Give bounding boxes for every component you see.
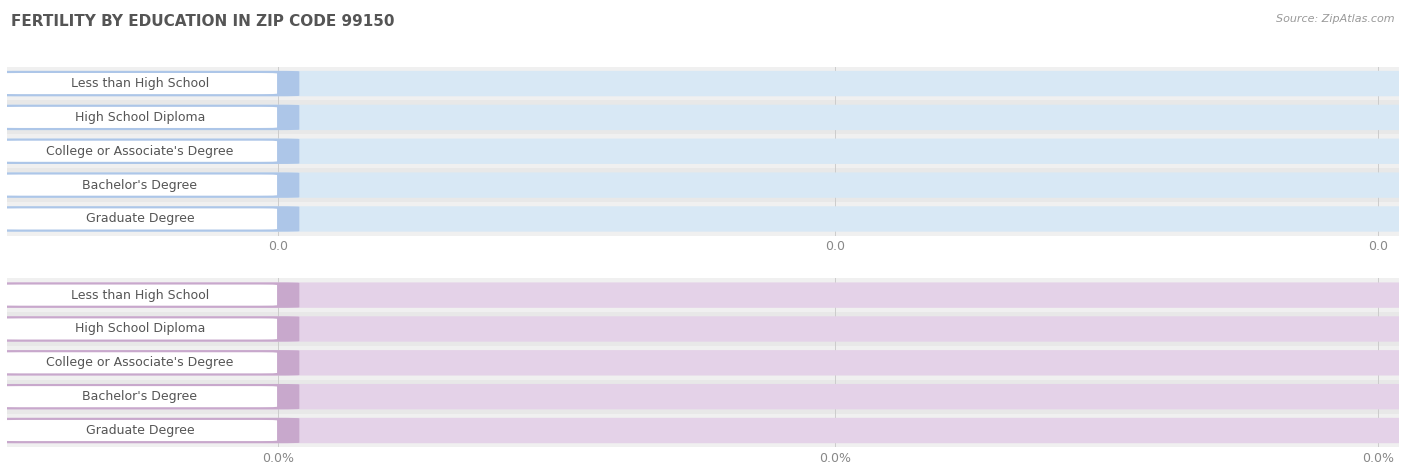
FancyBboxPatch shape bbox=[0, 139, 1406, 164]
Bar bbox=[7, 312, 1399, 346]
FancyBboxPatch shape bbox=[0, 206, 1406, 232]
FancyBboxPatch shape bbox=[3, 107, 277, 128]
FancyBboxPatch shape bbox=[0, 350, 299, 376]
FancyBboxPatch shape bbox=[0, 105, 299, 130]
FancyBboxPatch shape bbox=[0, 418, 299, 443]
Bar bbox=[7, 67, 1399, 100]
FancyBboxPatch shape bbox=[3, 73, 277, 94]
FancyBboxPatch shape bbox=[3, 386, 277, 407]
Bar bbox=[7, 134, 1399, 168]
Text: Graduate Degree: Graduate Degree bbox=[86, 424, 194, 437]
FancyBboxPatch shape bbox=[0, 139, 299, 164]
Text: 0.0%: 0.0% bbox=[239, 390, 271, 403]
Text: 0.0: 0.0 bbox=[250, 212, 271, 226]
Text: 0.0: 0.0 bbox=[250, 111, 271, 124]
FancyBboxPatch shape bbox=[3, 352, 277, 373]
FancyBboxPatch shape bbox=[0, 350, 1406, 376]
Text: College or Associate's Degree: College or Associate's Degree bbox=[46, 357, 233, 369]
FancyBboxPatch shape bbox=[0, 384, 1406, 409]
Text: 0.0%: 0.0% bbox=[239, 357, 271, 369]
FancyBboxPatch shape bbox=[0, 172, 299, 198]
Text: Less than High School: Less than High School bbox=[70, 77, 209, 90]
FancyBboxPatch shape bbox=[3, 208, 277, 229]
Bar bbox=[7, 380, 1399, 414]
Bar bbox=[7, 414, 1399, 447]
FancyBboxPatch shape bbox=[0, 384, 299, 409]
FancyBboxPatch shape bbox=[0, 316, 299, 342]
FancyBboxPatch shape bbox=[0, 316, 1406, 342]
Bar bbox=[7, 168, 1399, 202]
FancyBboxPatch shape bbox=[0, 282, 299, 308]
Text: Bachelor's Degree: Bachelor's Degree bbox=[83, 178, 197, 192]
Text: Bachelor's Degree: Bachelor's Degree bbox=[83, 390, 197, 403]
Text: Source: ZipAtlas.com: Source: ZipAtlas.com bbox=[1277, 14, 1395, 24]
FancyBboxPatch shape bbox=[0, 418, 1406, 443]
Text: 0.0%: 0.0% bbox=[239, 288, 271, 302]
Text: High School Diploma: High School Diploma bbox=[75, 322, 205, 336]
Text: 0.0%: 0.0% bbox=[239, 424, 271, 437]
Text: 0.0: 0.0 bbox=[250, 77, 271, 90]
Text: 0.0%: 0.0% bbox=[239, 322, 271, 336]
Bar bbox=[7, 278, 1399, 312]
Text: College or Associate's Degree: College or Associate's Degree bbox=[46, 145, 233, 158]
FancyBboxPatch shape bbox=[3, 285, 277, 306]
Text: High School Diploma: High School Diploma bbox=[75, 111, 205, 124]
FancyBboxPatch shape bbox=[0, 206, 299, 232]
FancyBboxPatch shape bbox=[0, 71, 299, 96]
FancyBboxPatch shape bbox=[0, 172, 1406, 198]
FancyBboxPatch shape bbox=[3, 141, 277, 162]
Text: 0.0: 0.0 bbox=[250, 178, 271, 192]
FancyBboxPatch shape bbox=[0, 282, 1406, 308]
FancyBboxPatch shape bbox=[0, 71, 1406, 96]
Bar bbox=[7, 100, 1399, 134]
FancyBboxPatch shape bbox=[0, 105, 1406, 130]
Text: Less than High School: Less than High School bbox=[70, 288, 209, 302]
Text: Graduate Degree: Graduate Degree bbox=[86, 212, 194, 226]
Bar bbox=[7, 202, 1399, 236]
FancyBboxPatch shape bbox=[3, 318, 277, 339]
Text: FERTILITY BY EDUCATION IN ZIP CODE 99150: FERTILITY BY EDUCATION IN ZIP CODE 99150 bbox=[11, 14, 395, 30]
FancyBboxPatch shape bbox=[3, 175, 277, 196]
Text: 0.0: 0.0 bbox=[250, 145, 271, 158]
Bar bbox=[7, 346, 1399, 380]
FancyBboxPatch shape bbox=[3, 420, 277, 441]
